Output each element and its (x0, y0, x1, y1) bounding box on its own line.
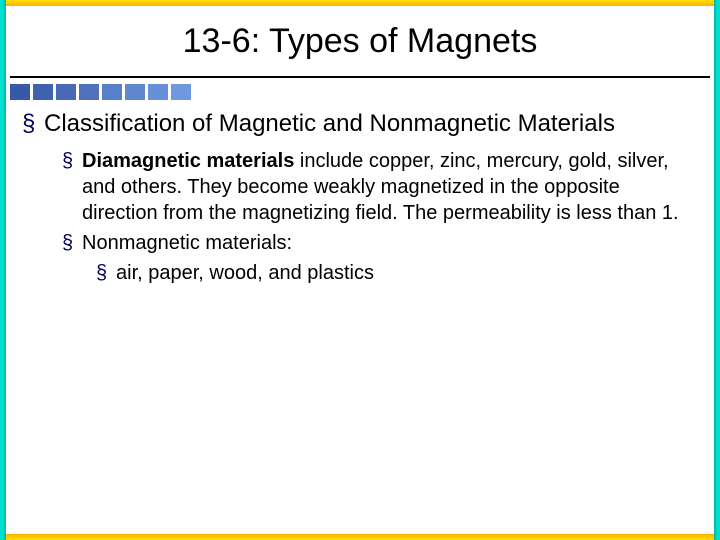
decorative-squares (10, 84, 191, 100)
bullet-level1: § Classification of Magnetic and Nonmagn… (22, 110, 698, 138)
bullet-icon: § (62, 230, 82, 256)
bullet-level2: § Diamagnetic materials include copper, … (62, 148, 698, 226)
content-area: § Classification of Magnetic and Nonmagn… (22, 110, 698, 290)
slide-title: 13-6: Types of Magnets (0, 22, 720, 61)
bullet-text: Nonmagnetic materials: (82, 230, 292, 256)
bullet-icon: § (96, 260, 116, 286)
decorative-square (79, 84, 99, 100)
border-right (714, 0, 720, 540)
decorative-square (10, 84, 30, 100)
bold-term: Diamagnetic materials (82, 150, 294, 172)
bullet-text: air, paper, wood, and plastics (116, 260, 374, 286)
decorative-square (102, 84, 122, 100)
border-left (0, 0, 6, 540)
bullet-text: Diamagnetic materials include copper, zi… (82, 148, 698, 226)
slide: 13-6: Types of Magnets § Classification … (0, 0, 720, 540)
title-rule (10, 76, 710, 78)
decorative-square (148, 84, 168, 100)
border-bottom (0, 534, 720, 540)
decorative-square (33, 84, 53, 100)
bullet-text: Classification of Magnetic and Nonmagnet… (44, 110, 615, 138)
bullet-level3: § air, paper, wood, and plastics (96, 260, 698, 286)
border-top (0, 0, 720, 6)
decorative-square (56, 84, 76, 100)
decorative-square (125, 84, 145, 100)
bullet-level2: § Nonmagnetic materials: (62, 230, 698, 256)
bullet-icon: § (22, 110, 44, 138)
decorative-square (171, 84, 191, 100)
bullet-icon: § (62, 148, 82, 226)
